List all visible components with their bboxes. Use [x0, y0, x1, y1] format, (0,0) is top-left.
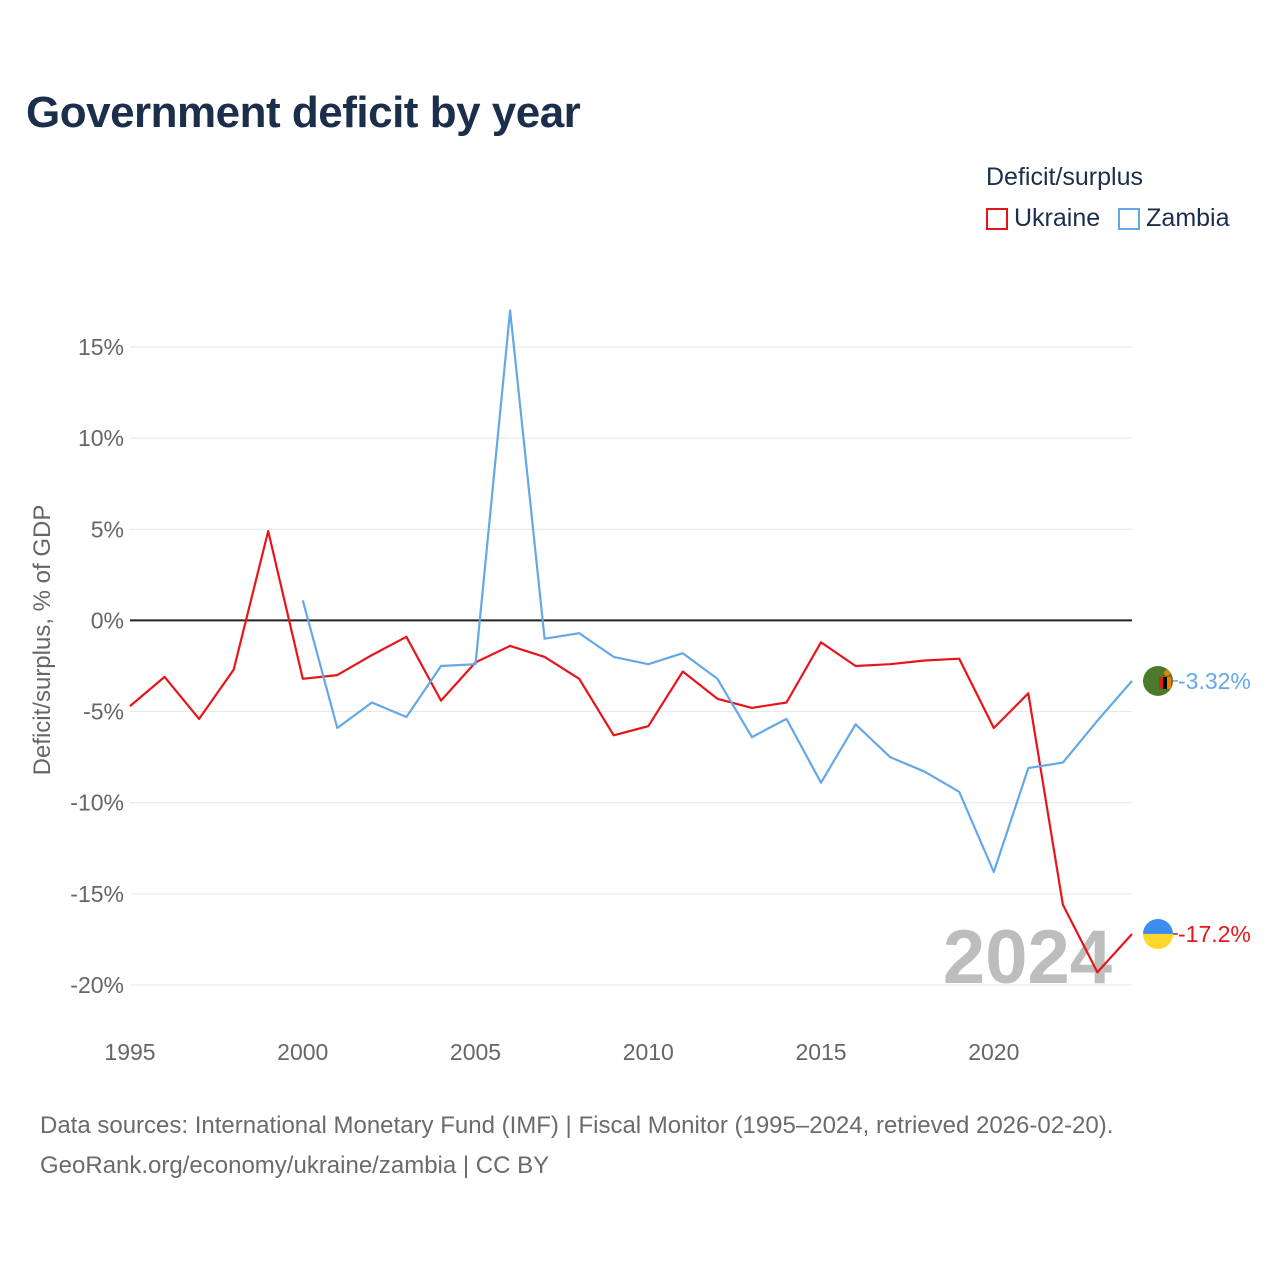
series-line-ukraine	[129, 529, 1133, 974]
y-tick-label: -15%	[70, 881, 124, 907]
y-tick-label: 0%	[91, 607, 124, 633]
legend-label-zambia: Zambia	[1146, 204, 1230, 232]
y-tick-label: -5%	[83, 699, 124, 725]
end-value-label-ukraine: -17.2%	[1178, 921, 1251, 947]
y-axis-label: Deficit/surplus, % of GDP	[29, 505, 56, 776]
legend-item-zambia[interactable]: Zambia	[1118, 204, 1230, 233]
x-tick-label: 2005	[450, 1039, 501, 1065]
y-tick-label: 15%	[78, 334, 124, 360]
y-axis-ticks: 15% 10% 5% 0% -5% -10% -15% -20%	[70, 334, 124, 998]
flag-icon-zambia	[1143, 665, 1173, 696]
data-source-note: Data sources: International Monetary Fun…	[40, 1112, 1114, 1139]
line-chart: 15% 10% 5% 0% -5% -10% -15% -20% 1995 2000 2005 20…	[29, 309, 1251, 1065]
x-tick-label: 1995	[104, 1039, 155, 1065]
year-watermark: 2024	[943, 915, 1112, 1000]
legend-swatch-zambia	[1118, 207, 1141, 230]
y-tick-label: 10%	[78, 425, 124, 451]
legend-item-ukraine[interactable]: Ukraine	[986, 204, 1100, 233]
x-tick-label: 2015	[795, 1039, 846, 1065]
y-tick-label: 5%	[91, 516, 124, 542]
series-lines	[129, 309, 1133, 974]
y-tick-label: -10%	[70, 790, 124, 816]
series-line-zambia	[301, 309, 1133, 874]
legend: Ukraine Zambia	[986, 204, 1230, 233]
x-tick-label: 2010	[623, 1039, 674, 1065]
legend-title: Deficit/surplus	[986, 163, 1143, 191]
x-axis-ticks: 1995 2000 2005 2010 2015 2020	[104, 1039, 1019, 1065]
footer: Data sources: International Monetary Fun…	[40, 1106, 1113, 1186]
chart-title: Government deficit by year	[26, 88, 581, 137]
x-tick-label: 2020	[968, 1039, 1019, 1065]
attribution-link[interactable]: GeoRank.org/economy/ukraine/zambia | CC …	[40, 1152, 550, 1179]
gridlines	[130, 346, 1132, 986]
x-tick-label: 2000	[277, 1039, 328, 1065]
y-tick-label: -20%	[70, 972, 124, 998]
end-markers: -17.2% -3.32%	[1143, 665, 1251, 949]
flag-icon-ukraine	[1143, 918, 1173, 949]
legend-swatch-ukraine	[986, 207, 1008, 230]
end-value-label-zambia: -3.32%	[1178, 668, 1251, 694]
legend-label-ukraine: Ukraine	[1014, 204, 1101, 232]
